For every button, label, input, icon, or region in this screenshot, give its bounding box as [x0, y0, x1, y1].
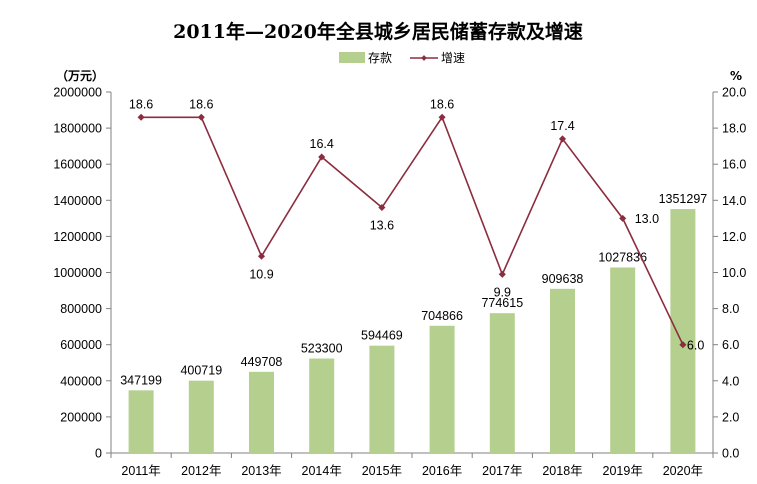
right-tick-label: 14.0 [722, 194, 746, 208]
bar-value-label: 594469 [361, 329, 403, 343]
line-point [558, 135, 567, 143]
line-series: 18.6 18.6 10.9 16.4 13.6 18.6 9.9 17.4 13.0 6.0 [129, 97, 704, 352]
bar [128, 390, 154, 453]
right-tick-label: 10.0 [722, 266, 746, 280]
left-tick-label: 1400000 [53, 194, 102, 208]
bar-value-label: 1351297 [659, 192, 708, 206]
left-tick-label: 400000 [60, 374, 102, 388]
x-tick-label: 2011年 [121, 464, 160, 478]
line-value-label: 6.0 [687, 339, 704, 353]
growth-line [141, 115, 684, 346]
left-tick-label: 0 [95, 447, 102, 461]
x-tick-label: 2012年 [181, 464, 221, 478]
left-tick-label: 2000000 [53, 86, 102, 100]
line-value-label: 18.6 [189, 97, 213, 111]
legend-label-bar: 存款 [368, 51, 392, 65]
bar-value-label: 400719 [180, 364, 222, 378]
line-value-label: 16.4 [310, 137, 334, 151]
x-tick-label: 2015年 [362, 464, 402, 478]
right-tick-label: 20.0 [722, 86, 746, 100]
line-point [197, 113, 205, 121]
bar-value-label: 523300 [301, 342, 343, 356]
right-tick-label: 2.0 [722, 410, 739, 424]
line-point [498, 270, 506, 278]
line-point [438, 113, 446, 121]
line-value-label: 17.4 [550, 119, 574, 133]
bar-value-label: 347199 [120, 373, 162, 387]
right-axis-unit: % [730, 69, 742, 83]
right-tick-label: 18.0 [722, 122, 746, 136]
left-axis-unit: （万元） [56, 68, 104, 83]
line-point [378, 203, 386, 212]
line-value-label: 18.6 [129, 97, 153, 111]
bar [429, 325, 455, 453]
left-tick-label: 1000000 [53, 266, 102, 280]
line-value-label: 13.0 [635, 212, 659, 226]
x-tick-label: 2013年 [241, 464, 281, 478]
line-point [137, 113, 145, 121]
chart-title: 2011年—2020年全县城乡居民储蓄存款及增速 [173, 20, 583, 43]
line-point [257, 252, 266, 260]
legend: 存款 增速 [339, 51, 465, 65]
x-tick-label: 2020年 [663, 464, 703, 478]
bar-series: 347199 400719 449708 523300 594469 704866 7746… [120, 192, 707, 453]
bar-value-label: 449708 [241, 355, 283, 369]
x-tick-label: 2014年 [302, 464, 342, 478]
left-tick-label: 600000 [60, 338, 102, 352]
axes: 0 200000 400000 600000 800000 1000000 1200000 1… [53, 86, 746, 479]
left-tick-label: 800000 [60, 302, 102, 316]
right-tick-label: 0.0 [722, 447, 739, 461]
x-tick-label: 2017年 [482, 464, 522, 478]
legend-label-line: 增速 [441, 51, 465, 65]
x-tick-label: 2019年 [603, 464, 643, 478]
bar [309, 358, 335, 453]
x-tick-label: 2018年 [542, 464, 582, 478]
line-point [318, 153, 326, 161]
right-tick-label: 8.0 [722, 302, 739, 316]
left-tick-label: 1200000 [53, 230, 102, 244]
line-value-label: 9.9 [494, 285, 511, 299]
bar-value-label: 909638 [542, 272, 584, 286]
right-tick-label: 6.0 [722, 338, 739, 352]
right-tick-label: 4.0 [722, 374, 739, 388]
line-point [619, 214, 627, 222]
bar-value-label: 774615 [481, 296, 523, 310]
left-tick-label: 200000 [60, 410, 102, 424]
left-tick-label: 1800000 [53, 122, 102, 136]
bar [369, 345, 395, 453]
bar [249, 371, 274, 453]
line-value-label: 10.9 [249, 267, 273, 281]
bar [489, 313, 515, 453]
right-tick-label: 12.0 [722, 230, 746, 244]
bar [188, 380, 214, 453]
bar [610, 267, 636, 453]
bar-value-label: 704866 [421, 309, 463, 323]
legend-swatch-bar [339, 52, 365, 63]
left-tick-label: 1600000 [53, 158, 102, 172]
line-value-label: 13.6 [370, 219, 394, 233]
x-tick-label: 2016年 [422, 464, 462, 478]
line-value-label: 18.6 [430, 97, 454, 111]
right-tick-label: 16.0 [722, 158, 746, 172]
bar-value-label: 1027836 [598, 250, 647, 264]
bar [550, 288, 575, 453]
line-point [679, 341, 687, 349]
legend-marker-line [421, 55, 427, 61]
bar [670, 209, 696, 453]
